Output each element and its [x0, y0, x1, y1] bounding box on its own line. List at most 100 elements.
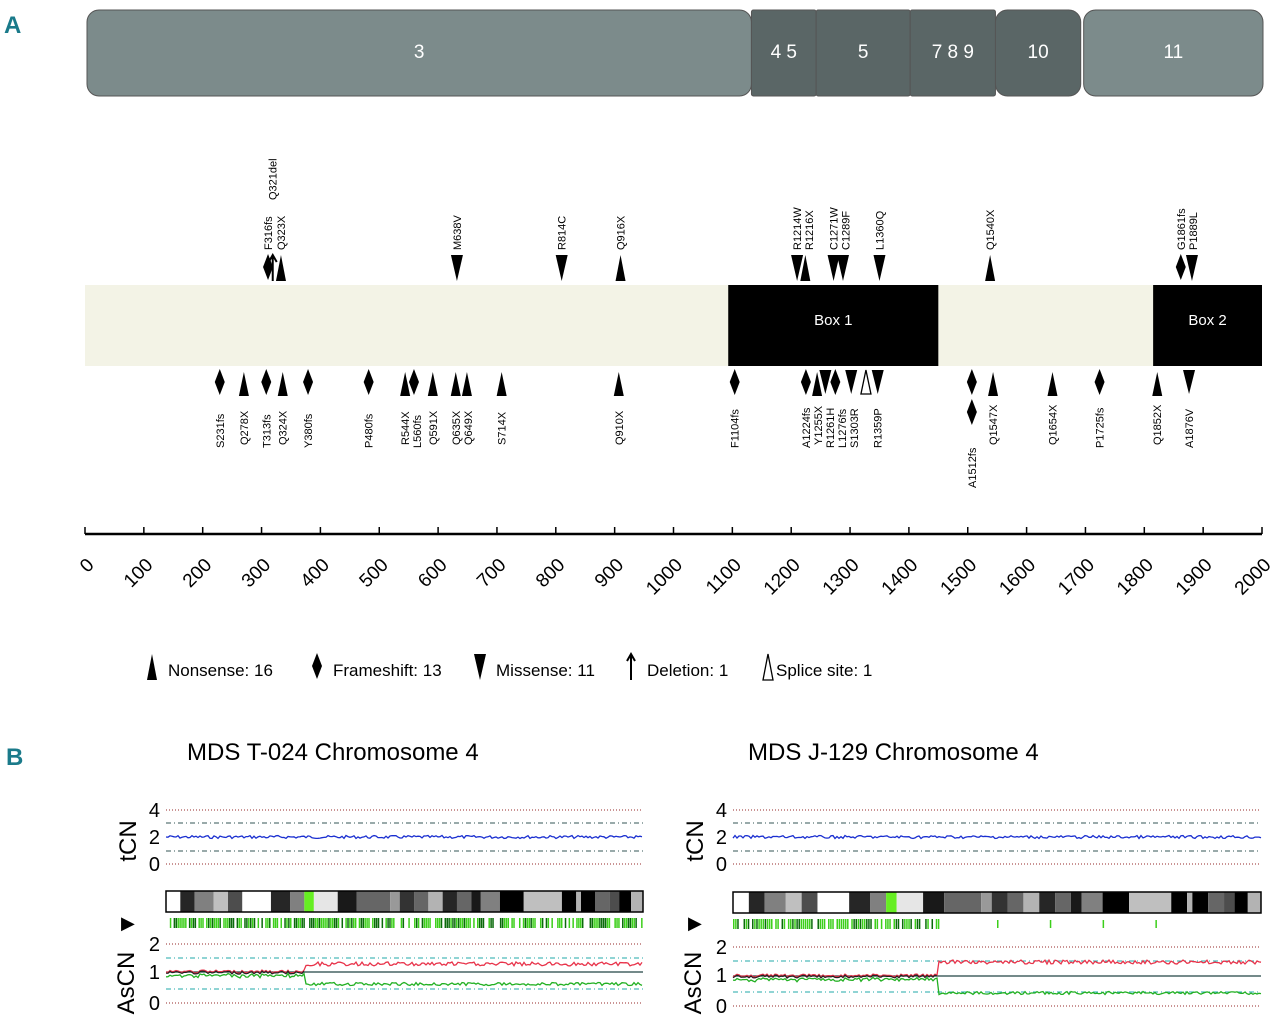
snp-tick [762, 919, 765, 929]
snp-tick [604, 918, 607, 928]
mutation-above-nonsense-icon [275, 255, 286, 281]
mutation-label: Q591X [428, 410, 440, 445]
snp-tick [276, 918, 279, 928]
snp-tick [219, 918, 221, 928]
snp-tick [467, 918, 469, 928]
snp-tick [931, 919, 934, 929]
mutation-label: Q321del [268, 158, 280, 200]
snp-tick [608, 918, 611, 928]
snp-tick [618, 918, 620, 928]
major-allele-line [732, 958, 1262, 979]
snp-tick [906, 919, 908, 929]
tcn-tick-label: 4 [716, 800, 727, 822]
plot-title: MDS T-024 Chromosome 4 [187, 739, 479, 766]
snp-tick [1102, 920, 1105, 928]
ideogram-band [471, 891, 481, 912]
snp-tick [874, 919, 877, 929]
ideogram-band [1247, 892, 1261, 913]
snp-tick [601, 918, 603, 928]
snp-tick [747, 919, 750, 929]
snp-tick [372, 918, 374, 928]
tcn-tick-label: 2 [149, 827, 160, 849]
snp-tick [446, 918, 448, 928]
snp-tick [844, 919, 847, 929]
snp-tick [836, 919, 838, 929]
ideogram-band [785, 892, 802, 913]
balanced-allele-line [732, 974, 938, 979]
snp-tick [593, 918, 595, 928]
tcn-tick-label: 2 [716, 827, 727, 849]
axis-tick-label: 300 [238, 555, 275, 592]
snp-tick [280, 918, 282, 928]
ideogram-band [304, 891, 314, 912]
snp-tick [760, 919, 762, 929]
ideogram-band [480, 891, 500, 912]
snp-tick [408, 918, 410, 928]
mutation-label: Y1255X [813, 405, 825, 445]
snp-tick [842, 919, 845, 929]
ideogram-band [499, 891, 524, 912]
snp-tick [480, 918, 483, 928]
ideogram-band [896, 892, 924, 913]
snp-tick [564, 918, 567, 928]
snp-tick [623, 918, 626, 928]
snp-tick [551, 918, 553, 928]
snp-tick [897, 919, 900, 929]
legend-missense-icon [474, 654, 486, 680]
snp-tick [758, 919, 760, 929]
ascn-tick-label: 2 [716, 937, 727, 959]
snp-tick [295, 918, 298, 928]
snp-tick [331, 918, 334, 928]
snp-tick [766, 919, 769, 929]
mutation-below-frameshift-icon [214, 369, 225, 395]
mutation-label: R1214W [792, 207, 804, 250]
mutation-label: L1276fs [837, 408, 849, 448]
snp-tick [997, 920, 999, 928]
snp-tick [868, 919, 870, 929]
snp-tick [448, 918, 450, 928]
snp-tick [847, 919, 849, 929]
minor-allele-line [732, 976, 1262, 996]
ideogram-band [923, 892, 945, 913]
snp-tick [324, 918, 326, 928]
snp-tick [853, 919, 855, 929]
mutation-below-frameshift-icon [966, 399, 977, 425]
snp-tick [301, 918, 303, 928]
mutation-above-deletion-icon [267, 252, 278, 281]
snp-tick [421, 918, 424, 928]
mutation-label: R1216X [804, 210, 816, 250]
ideogram-band [213, 891, 229, 912]
ideogram-band [442, 891, 457, 912]
snp-tick [539, 918, 542, 928]
ideogram-band [1208, 892, 1225, 913]
snp-tick [811, 919, 813, 929]
ascn-tick-label: 2 [149, 934, 160, 956]
snp-tick [290, 918, 292, 928]
ideogram-band [944, 892, 982, 913]
snp-tick [756, 919, 758, 929]
snp-tick [246, 918, 248, 928]
snp-tick [314, 918, 317, 928]
snp-tick [215, 918, 218, 928]
mutation-label: P1889L [1188, 212, 1200, 250]
exon-label: 4 5 [771, 42, 797, 63]
snp-tick [198, 918, 200, 928]
snp-tick [440, 918, 443, 928]
snp-tick [228, 918, 231, 928]
snp-tick [887, 919, 889, 929]
centromere-marker-icon: ▶ [121, 913, 135, 933]
ideogram-band [1171, 892, 1188, 913]
snp-tick [629, 918, 632, 928]
mutation-below-nonsense-icon [812, 372, 823, 396]
snp-tick [435, 918, 437, 928]
ideogram-band [290, 891, 305, 912]
exon-label: 11 [1163, 42, 1183, 63]
panel-a: 3 4 5 5 7 8 9 10 11 Box 1 Box 2 F316fs Q321del Q32… [76, 9, 1276, 681]
chromosome-ideogram [732, 891, 1262, 914]
snp-tick [309, 918, 311, 928]
ideogram-band [1039, 892, 1056, 913]
ascn-tick-label: 0 [716, 996, 727, 1018]
snp-tick [855, 919, 857, 929]
axis-tick-label: 700 [473, 555, 510, 592]
